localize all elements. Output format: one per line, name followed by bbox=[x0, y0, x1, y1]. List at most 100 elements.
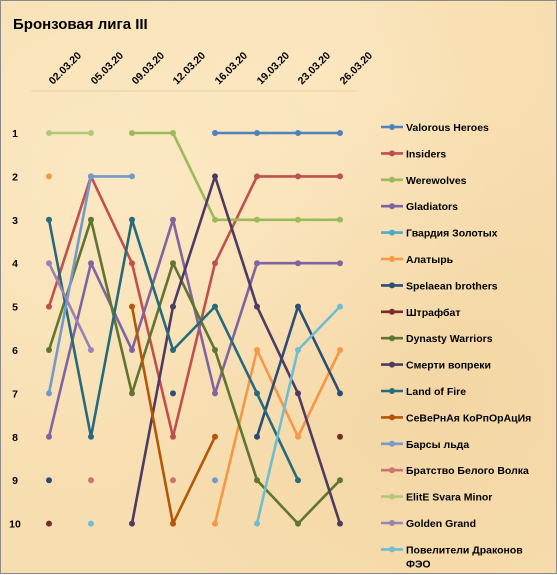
legend-item: Барсы льда bbox=[381, 439, 469, 451]
series bbox=[129, 303, 218, 527]
legend-swatch-marker bbox=[389, 150, 395, 157]
series-line bbox=[130, 131, 342, 222]
y-axis: 1 2 3 4 5 6 7 8 9 10 bbox=[9, 128, 21, 531]
legend-label: Golden Grand bbox=[406, 518, 476, 530]
data-point bbox=[295, 390, 301, 397]
data-point bbox=[212, 130, 218, 136]
data-point bbox=[295, 216, 301, 223]
data-point bbox=[337, 260, 343, 267]
data-point bbox=[129, 347, 135, 353]
series-line bbox=[255, 305, 342, 525]
chart-title: Бронзовая лига III bbox=[13, 16, 148, 33]
legend-swatch-marker bbox=[389, 124, 395, 130]
series bbox=[129, 130, 343, 223]
data-point bbox=[337, 520, 343, 527]
x-tick-label: 16.03.20 bbox=[213, 50, 250, 87]
data-point bbox=[295, 130, 301, 136]
data-point bbox=[46, 216, 52, 223]
data-point bbox=[46, 173, 52, 180]
legend-label: Gladiators bbox=[406, 201, 458, 213]
data-point bbox=[254, 520, 260, 527]
data-point bbox=[170, 433, 176, 440]
legend-label: Valorous Heroes bbox=[406, 122, 489, 134]
x-tick-label: 23.03.20 bbox=[296, 50, 333, 87]
legend-swatch-marker bbox=[389, 256, 395, 262]
data-point bbox=[46, 520, 52, 527]
data-point bbox=[212, 303, 218, 310]
series bbox=[46, 216, 343, 527]
legend-label: ElitE Svara Minor bbox=[406, 492, 492, 504]
data-point bbox=[254, 260, 260, 267]
data-point bbox=[295, 260, 301, 267]
data-point bbox=[46, 390, 52, 397]
series bbox=[46, 433, 343, 527]
data-point bbox=[337, 433, 343, 440]
data-point bbox=[212, 173, 218, 180]
data-point bbox=[129, 520, 135, 527]
data-point bbox=[254, 216, 260, 223]
legend-label: Insiders bbox=[406, 148, 446, 160]
data-point bbox=[254, 347, 260, 353]
y-tick-label: 10 bbox=[9, 519, 21, 531]
data-point bbox=[337, 216, 343, 223]
legend-swatch-marker bbox=[389, 440, 395, 447]
legend-item: Golden Grand bbox=[381, 518, 476, 530]
data-point bbox=[88, 433, 94, 440]
series bbox=[212, 130, 343, 136]
data-point bbox=[129, 216, 135, 223]
legend-label: Барсы льда bbox=[406, 439, 469, 451]
data-point bbox=[212, 347, 218, 353]
y-tick-label: 6 bbox=[12, 345, 18, 357]
data-point bbox=[46, 347, 52, 353]
series bbox=[46, 173, 343, 527]
legend-label: Dynasty Warriors bbox=[406, 333, 493, 345]
legend-swatch-marker bbox=[389, 493, 395, 500]
legend-item: Werewolves bbox=[381, 175, 467, 187]
data-point bbox=[337, 130, 343, 136]
legend-item: СеВеРнАя КоРпОрАцИя bbox=[381, 412, 531, 424]
legend-swatch-marker bbox=[389, 388, 395, 394]
legend-item: Dynasty Warriors bbox=[381, 333, 493, 345]
data-point bbox=[295, 477, 301, 484]
data-point bbox=[295, 520, 301, 527]
data-point bbox=[212, 260, 218, 267]
legend-swatch-marker bbox=[389, 282, 395, 289]
series bbox=[46, 173, 218, 484]
data-point bbox=[212, 433, 218, 440]
data-point bbox=[46, 303, 52, 310]
data-point bbox=[337, 347, 343, 353]
data-point bbox=[254, 130, 260, 136]
legend-swatch-marker bbox=[389, 229, 395, 236]
x-tick-label: 02.03.20 bbox=[47, 50, 84, 87]
series bbox=[46, 216, 301, 484]
legend-swatch-marker bbox=[389, 467, 395, 474]
legend-swatch-marker bbox=[389, 546, 395, 553]
x-tick-label: 26.03.20 bbox=[338, 50, 375, 87]
legend-label: Смерти вопреки bbox=[406, 360, 491, 372]
data-point bbox=[88, 216, 94, 223]
y-tick-label: 2 bbox=[12, 171, 18, 183]
series bbox=[129, 173, 343, 527]
x-tick-label: 05.03.20 bbox=[89, 50, 126, 87]
data-point bbox=[129, 130, 135, 136]
series-line bbox=[47, 175, 342, 439]
data-point bbox=[170, 216, 176, 223]
legend-item: Land of Fire bbox=[381, 386, 466, 398]
data-point bbox=[254, 390, 260, 397]
data-point bbox=[337, 173, 343, 180]
data-point bbox=[88, 173, 94, 180]
legend-label: Spelaean brothers bbox=[406, 280, 498, 292]
data-point bbox=[129, 173, 135, 180]
legend-label: Гвардия Золотых bbox=[406, 228, 498, 240]
data-point bbox=[212, 520, 218, 527]
data-point bbox=[170, 303, 176, 310]
legend-item: Spelaean brothers bbox=[381, 280, 498, 292]
y-tick-label: 3 bbox=[12, 215, 18, 227]
data-point bbox=[88, 520, 94, 527]
legend-label: Land of Fire bbox=[406, 386, 466, 398]
y-tick-label: 1 bbox=[12, 128, 18, 140]
data-point bbox=[129, 390, 135, 397]
data-point bbox=[170, 477, 176, 484]
